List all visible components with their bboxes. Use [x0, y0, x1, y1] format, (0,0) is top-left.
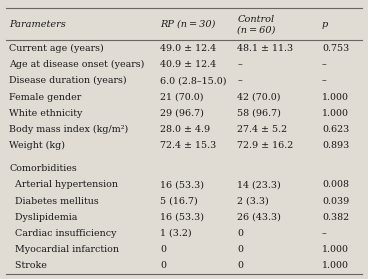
Text: p: p	[322, 20, 328, 29]
Text: –: –	[237, 76, 242, 85]
Text: 21 (70.0): 21 (70.0)	[160, 93, 204, 102]
Text: 1 (3.2): 1 (3.2)	[160, 229, 192, 238]
Text: 0.382: 0.382	[322, 213, 349, 222]
Text: RP (n = 30): RP (n = 30)	[160, 20, 215, 29]
Text: 0: 0	[160, 245, 166, 254]
Text: 16 (53.3): 16 (53.3)	[160, 213, 204, 222]
Text: Myocardial infarction: Myocardial infarction	[9, 245, 119, 254]
Text: Parameters: Parameters	[9, 20, 66, 29]
Text: –: –	[237, 60, 242, 69]
Text: 49.0 ± 12.4: 49.0 ± 12.4	[160, 44, 216, 53]
Text: Current age (years): Current age (years)	[9, 44, 104, 53]
Text: 16 (53.3): 16 (53.3)	[160, 181, 204, 189]
Text: White ethnicity: White ethnicity	[9, 109, 82, 118]
Text: Control
(n = 60): Control (n = 60)	[237, 15, 276, 34]
Text: 1.000: 1.000	[322, 261, 349, 270]
Text: 0: 0	[237, 245, 243, 254]
Text: –: –	[322, 229, 327, 238]
Text: Female gender: Female gender	[9, 93, 81, 102]
Text: 0: 0	[160, 261, 166, 270]
Text: 48.1 ± 11.3: 48.1 ± 11.3	[237, 44, 294, 53]
Text: 28.0 ± 4.9: 28.0 ± 4.9	[160, 125, 210, 134]
Text: 42 (70.0): 42 (70.0)	[237, 93, 281, 102]
Text: 0: 0	[237, 229, 243, 238]
Text: Stroke: Stroke	[9, 261, 47, 270]
Text: 0.039: 0.039	[322, 197, 349, 206]
Text: Disease duration (years): Disease duration (years)	[9, 76, 127, 85]
Text: 26 (43.3): 26 (43.3)	[237, 213, 281, 222]
Text: 0: 0	[237, 261, 243, 270]
Text: 27.4 ± 5.2: 27.4 ± 5.2	[237, 125, 287, 134]
Text: Diabetes mellitus: Diabetes mellitus	[9, 197, 99, 206]
Text: 58 (96.7): 58 (96.7)	[237, 109, 281, 118]
Text: Comorbidities: Comorbidities	[9, 164, 77, 173]
Text: –: –	[322, 76, 327, 85]
Text: 0.893: 0.893	[322, 141, 349, 150]
Text: 0.623: 0.623	[322, 125, 349, 134]
Text: Age at disease onset (years): Age at disease onset (years)	[9, 60, 145, 69]
Text: 5 (16.7): 5 (16.7)	[160, 197, 198, 206]
Text: Cardiac insufficiency: Cardiac insufficiency	[9, 229, 117, 238]
Text: 1.000: 1.000	[322, 109, 349, 118]
Text: Body mass index (kg/m²): Body mass index (kg/m²)	[9, 125, 128, 134]
Text: Dyslipidemia: Dyslipidemia	[9, 213, 78, 222]
Text: Weight (kg): Weight (kg)	[9, 141, 65, 150]
Text: 40.9 ± 12.4: 40.9 ± 12.4	[160, 60, 216, 69]
Text: –: –	[322, 60, 327, 69]
Text: Arterial hypertension: Arterial hypertension	[9, 181, 118, 189]
Text: 0.008: 0.008	[322, 181, 349, 189]
Text: 0.753: 0.753	[322, 44, 349, 53]
Text: 1.000: 1.000	[322, 93, 349, 102]
Text: 14 (23.3): 14 (23.3)	[237, 181, 281, 189]
Text: 72.9 ± 16.2: 72.9 ± 16.2	[237, 141, 294, 150]
Text: 6.0 (2.8–15.0): 6.0 (2.8–15.0)	[160, 76, 227, 85]
Text: 1.000: 1.000	[322, 245, 349, 254]
Text: 29 (96.7): 29 (96.7)	[160, 109, 204, 118]
Text: 2 (3.3): 2 (3.3)	[237, 197, 269, 206]
Text: 72.4 ± 15.3: 72.4 ± 15.3	[160, 141, 216, 150]
